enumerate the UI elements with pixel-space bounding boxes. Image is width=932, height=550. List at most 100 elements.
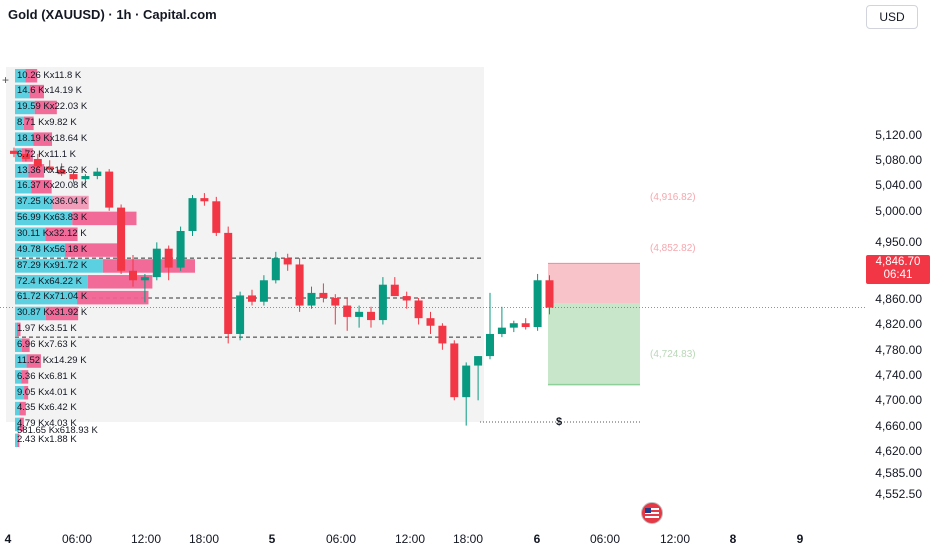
candle-down xyxy=(367,311,375,321)
vp-sell-bar xyxy=(31,179,52,194)
vp-sell-bar xyxy=(33,132,53,146)
candle-up xyxy=(140,277,149,281)
time-axis-label: 12:00 xyxy=(659,532,691,546)
candle-up xyxy=(378,284,387,321)
vp-sell-bar xyxy=(34,100,57,115)
candle-down xyxy=(521,323,530,328)
price-axis-label: 4,740.00 xyxy=(875,368,922,383)
vp-row-label: 37.25 Kx36.04 K xyxy=(17,196,88,208)
candle-up xyxy=(307,292,316,306)
vp-sell-bar xyxy=(28,164,45,178)
candle-up xyxy=(509,323,518,328)
vp-sell-bar xyxy=(19,417,24,432)
candle-down xyxy=(57,169,66,175)
price-axis-label: 5,080.00 xyxy=(875,153,922,168)
candle-down xyxy=(319,292,328,298)
vp-buy-bar xyxy=(15,69,26,83)
time-axis-label: 9 xyxy=(796,532,804,546)
vp-buy-bar xyxy=(15,243,66,257)
vp-row-label: 19.59 Kx22.03 K xyxy=(17,101,88,113)
vp-buy-bar xyxy=(15,386,25,400)
vp-buy-bar xyxy=(15,401,20,416)
candle-down xyxy=(402,296,411,301)
vp-row-label: 10.26 Kx11.8 K xyxy=(17,69,82,81)
candle-up xyxy=(188,198,197,231)
time-axis-label: 12:00 xyxy=(130,532,162,546)
vp-sell-bar xyxy=(52,195,89,210)
candle-down xyxy=(545,280,554,308)
candle-down xyxy=(343,305,352,317)
price-axis-label: 4,820.00 xyxy=(875,317,922,332)
vp-row-label: 4.79 Kx4.03 K xyxy=(17,418,77,430)
vp-sell-bar xyxy=(29,84,44,99)
us-flag-event-icon[interactable] xyxy=(641,502,663,524)
vp-buy-bar xyxy=(15,179,32,194)
time-axis-label: 12:00 xyxy=(394,532,426,546)
vp-sell-bar xyxy=(25,69,38,83)
vp-buy-bar xyxy=(15,100,35,115)
vp-buy-bar xyxy=(15,116,24,131)
vp-buy-bar xyxy=(15,370,22,384)
price-axis-label: 4,700.00 xyxy=(875,393,922,408)
candle-down xyxy=(200,198,209,202)
crosshair-icon: + xyxy=(2,73,10,87)
currency-selector[interactable]: USD xyxy=(866,5,918,29)
candle-up xyxy=(176,230,185,268)
candle-down xyxy=(21,153,30,159)
candle-down xyxy=(426,318,435,326)
time-axis-label: 18:00 xyxy=(452,532,484,546)
candle-down xyxy=(248,295,256,302)
candle-down xyxy=(438,325,447,344)
candle-up xyxy=(533,280,542,328)
vp-sell-bar xyxy=(45,227,78,241)
vp-row-label: 87.29 Kx91.72 K xyxy=(17,259,88,271)
candle-down xyxy=(105,171,114,208)
vp-row-label: 72.4 Kx64.22 K xyxy=(17,275,82,287)
risk-zone xyxy=(548,263,640,304)
vp-sell-bar xyxy=(16,322,21,337)
vp-sell-bar xyxy=(87,275,153,289)
bar-countdown: 06:41 xyxy=(883,269,913,281)
candle-up xyxy=(474,356,483,366)
vp-buy-bar xyxy=(15,275,88,289)
vp-buy-bar xyxy=(15,306,47,321)
candle-down xyxy=(450,343,459,398)
stop-loss-label: (4,916.82) xyxy=(650,192,696,203)
vp-buy-bar xyxy=(15,433,18,448)
vp-sell-bar xyxy=(65,243,122,257)
candle-down xyxy=(331,297,340,306)
vp-row-label: 49.78 Kx56.18 K xyxy=(17,243,88,255)
candle-down xyxy=(224,232,233,334)
vp-buy-bar xyxy=(15,84,30,99)
vp-row-label: 30.87 Kx31.92 K xyxy=(17,307,88,319)
candle-up xyxy=(81,176,90,180)
vp-buy-bar xyxy=(15,354,27,368)
candle-down xyxy=(164,248,173,268)
dollar-marker-icon: $ xyxy=(556,416,563,428)
price-axis-label: 4,552.50 xyxy=(875,486,922,501)
volume-profile-total: 581.65 Kx618.93 K xyxy=(17,425,98,436)
vp-row-label: 30.11 Kx32.12 K xyxy=(17,228,87,239)
price-axis-label: 4,860.00 xyxy=(875,292,922,307)
vp-row-label: 2.43 Kx1.88 K xyxy=(17,434,77,446)
candle-up xyxy=(152,248,161,278)
vp-sell-bar xyxy=(21,338,30,352)
candle-down xyxy=(10,150,18,154)
vp-sell-bar xyxy=(46,306,79,321)
price-axis-label: 4,620.00 xyxy=(875,443,922,458)
vp-sell-bar xyxy=(23,116,34,131)
price-axis-label: 4,660.00 xyxy=(875,418,922,433)
time-axis-label: 8 xyxy=(729,532,737,546)
candle-up xyxy=(236,295,245,334)
current-price-value: 4,846.70 xyxy=(875,256,921,268)
time-axis-label: 4 xyxy=(4,532,12,546)
vp-buy-bar xyxy=(15,259,103,273)
time-axis-label: 6 xyxy=(533,532,541,546)
reward-zone xyxy=(548,303,640,385)
take-profit-label: (4,724.83) xyxy=(650,349,696,360)
vp-buy-bar xyxy=(15,227,46,241)
vp-buy-bar xyxy=(15,132,34,146)
candle-up xyxy=(497,327,506,334)
time-axis-label: 18:00 xyxy=(188,532,220,546)
